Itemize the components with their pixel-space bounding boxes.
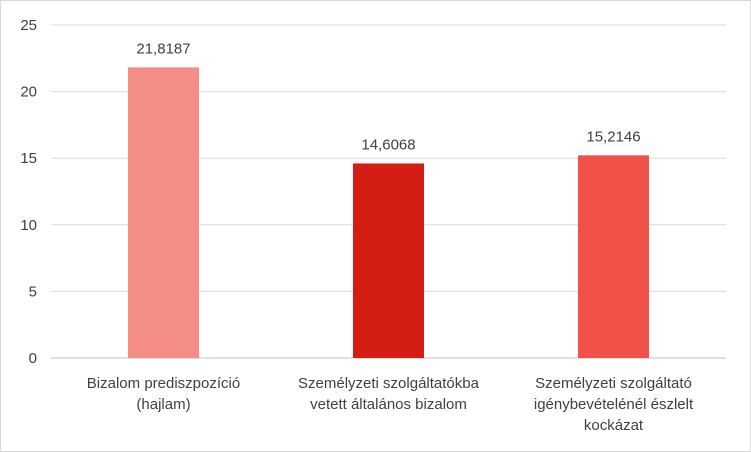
- data-label: 14,6068: [361, 136, 415, 153]
- category-label: vetett általános bizalom: [310, 396, 467, 413]
- bar: [353, 163, 424, 358]
- data-labels: 21,8187 14,6068 15,2146: [136, 40, 640, 153]
- y-tick-label: 0: [29, 350, 37, 367]
- bars: [128, 67, 649, 359]
- y-tick-label: 10: [20, 217, 37, 234]
- category-label: (hajlam): [136, 396, 190, 413]
- category-label: Bizalom prediszpozíció: [87, 375, 240, 392]
- bar: [578, 155, 649, 358]
- bar: [128, 67, 199, 359]
- y-axis-ticks: 0 5 10 15 20 25: [20, 17, 37, 367]
- data-label: 21,8187: [136, 40, 190, 57]
- data-label: 15,2146: [586, 128, 640, 145]
- category-label: Személyzeti szolgáltató: [535, 375, 692, 392]
- category-label: Személyzeti szolgáltatókba: [298, 375, 480, 392]
- y-tick-label: 5: [29, 283, 37, 300]
- y-tick-label: 15: [20, 150, 37, 167]
- y-tick-label: 25: [20, 17, 37, 34]
- y-tick-label: 20: [20, 84, 37, 101]
- category-label: igénybevételénél észlelt: [534, 396, 694, 413]
- category-label: kockázat: [584, 417, 644, 434]
- x-axis-categories: Bizalom prediszpozíció (hajlam) Személyzet…: [87, 375, 694, 434]
